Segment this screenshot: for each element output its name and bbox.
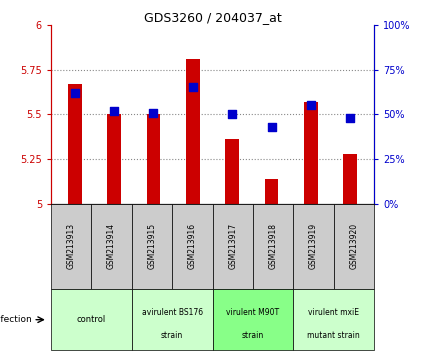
Bar — [212, 204, 253, 289]
Text: avirulent BS176: avirulent BS176 — [142, 308, 203, 317]
Text: GSM213918: GSM213918 — [269, 223, 278, 269]
Text: GSM213917: GSM213917 — [228, 223, 237, 269]
Bar — [132, 204, 172, 289]
Bar — [265, 179, 278, 204]
Text: strain: strain — [242, 331, 264, 339]
Text: control: control — [77, 315, 106, 324]
Text: mutant strain: mutant strain — [307, 331, 360, 339]
Text: GSM213916: GSM213916 — [188, 223, 197, 269]
Bar — [293, 289, 374, 350]
Text: infection: infection — [0, 315, 31, 324]
Bar — [225, 139, 239, 204]
Bar — [172, 204, 212, 289]
Bar — [91, 204, 132, 289]
Point — [347, 115, 354, 121]
Point — [268, 124, 275, 130]
Bar — [51, 289, 132, 350]
Point — [190, 85, 196, 90]
Bar — [132, 289, 212, 350]
Bar — [147, 114, 160, 204]
Point — [110, 108, 117, 114]
Text: strain: strain — [161, 331, 183, 339]
Text: GSM213915: GSM213915 — [147, 223, 156, 269]
Text: virulent mxiE: virulent mxiE — [308, 308, 359, 317]
Text: GSM213920: GSM213920 — [349, 223, 358, 269]
Bar — [107, 114, 121, 204]
Text: GSM213913: GSM213913 — [67, 223, 76, 269]
Point — [229, 112, 235, 117]
Bar — [51, 204, 91, 289]
Bar — [253, 204, 293, 289]
Text: GSM213919: GSM213919 — [309, 223, 318, 269]
Point — [150, 110, 157, 115]
Text: GSM213914: GSM213914 — [107, 223, 116, 269]
Bar — [186, 59, 200, 204]
Bar — [334, 204, 374, 289]
Bar — [343, 154, 357, 204]
Bar — [293, 204, 334, 289]
Point — [308, 103, 314, 108]
Bar — [304, 102, 318, 204]
Title: GDS3260 / 204037_at: GDS3260 / 204037_at — [144, 11, 281, 24]
Point — [71, 90, 78, 96]
Bar — [212, 289, 293, 350]
Bar — [68, 84, 82, 204]
Text: virulent M90T: virulent M90T — [226, 308, 280, 317]
